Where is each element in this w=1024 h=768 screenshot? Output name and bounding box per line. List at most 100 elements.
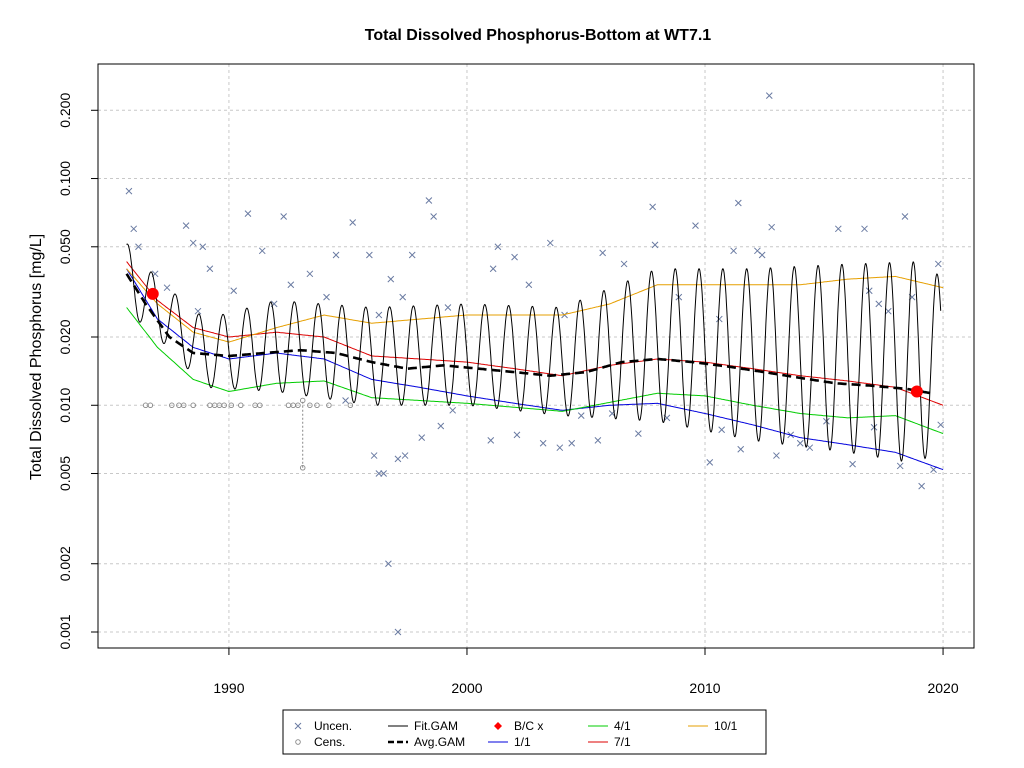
uncensored-point xyxy=(896,462,904,470)
uncensored-point xyxy=(487,437,495,444)
uncensored-point xyxy=(577,412,585,419)
series-line-7-1 xyxy=(126,261,944,406)
uncensored-point xyxy=(561,311,568,319)
uncensored-point xyxy=(730,247,737,255)
uncensored-point xyxy=(280,213,288,220)
legend-symbol-b-c-x xyxy=(494,722,502,730)
legend-label: 7/1 xyxy=(614,735,631,749)
legend-label: 4/1 xyxy=(614,719,631,733)
uncensored-point xyxy=(342,397,349,404)
uncensored-point xyxy=(418,434,426,441)
censored-point xyxy=(169,402,175,409)
uncensored-point xyxy=(539,439,547,447)
uncensored-point xyxy=(366,251,373,259)
axis-ticks: 1990 2000 2010 2020 0.001 0.002 0.005 0.010 0.02… xyxy=(57,93,959,696)
uncensored-point xyxy=(206,265,214,273)
uncensored-point xyxy=(865,287,873,295)
censored-point xyxy=(257,402,263,409)
uncensored-point xyxy=(773,452,780,459)
uncensored-point xyxy=(408,251,416,259)
x-tick-label: 2010 xyxy=(689,680,720,696)
uncensored-point xyxy=(715,315,723,323)
uncensored-point xyxy=(546,239,554,247)
legend-label: Avg.GAM xyxy=(414,735,465,749)
uncensored-point xyxy=(332,251,340,259)
uncensored-point xyxy=(125,187,133,195)
y-tick-label: 0.100 xyxy=(57,161,73,196)
gam-lines xyxy=(125,243,944,471)
avg-gam-line xyxy=(125,273,932,395)
censored-point xyxy=(347,402,354,409)
censored-point xyxy=(221,402,227,409)
censored-point xyxy=(147,402,154,409)
series-line-4-1 xyxy=(126,307,944,435)
uncensored-point xyxy=(394,628,402,636)
uncensored-point xyxy=(130,225,138,233)
legend-label: 1/1 xyxy=(514,735,531,749)
y-tick-label: 0.005 xyxy=(57,456,73,491)
x-tick-label: 2020 xyxy=(927,680,958,696)
y-tick-label: 0.020 xyxy=(57,319,73,354)
uncensored-point xyxy=(189,239,197,247)
uncensored-point xyxy=(849,460,856,468)
uncensored-point xyxy=(323,293,330,301)
uncensored-point xyxy=(823,417,830,425)
uncensored-point xyxy=(737,445,745,453)
legend: Uncen. Cens. Fit.GAM Avg.GAM B/C x 1/1 4/1 7/1 1… xyxy=(282,709,767,755)
censored-point xyxy=(299,397,306,404)
uncensored-point xyxy=(489,265,497,273)
censored-point xyxy=(307,402,313,409)
uncensored-point xyxy=(401,452,409,459)
uncensored-point xyxy=(556,444,564,452)
uncensored-point xyxy=(599,249,607,257)
uncensored-point xyxy=(734,199,742,207)
uncensored-point xyxy=(758,251,766,259)
uncensored-point xyxy=(163,284,171,292)
legend-label: Fit.GAM xyxy=(414,719,458,733)
uncensored-point xyxy=(394,455,402,463)
uncensored-point xyxy=(306,270,314,278)
censored-point xyxy=(180,402,187,409)
y-tick-label: 0.002 xyxy=(57,546,73,581)
uncensored-point xyxy=(635,430,642,437)
uncensored-point xyxy=(525,281,533,289)
bc-point xyxy=(146,287,159,300)
uncensored-point xyxy=(199,243,207,251)
uncensored-point xyxy=(399,293,407,301)
y-axis-label: Total Dissolved Phosphorus [mg/L] xyxy=(28,234,45,480)
uncensored-point xyxy=(380,470,388,477)
legend-label: B/C x xyxy=(514,719,543,733)
legend-symbol-cens xyxy=(295,739,301,745)
uncensored-point xyxy=(692,222,699,229)
uncensored-point xyxy=(375,470,383,477)
y-tick-label: 0.050 xyxy=(57,229,73,264)
uncensored-point xyxy=(425,197,433,204)
uncensored-point xyxy=(135,243,142,251)
uncensored-point xyxy=(765,92,773,100)
uncensored-point xyxy=(594,437,602,444)
uncensored-point xyxy=(387,275,395,283)
censored-point xyxy=(314,402,320,409)
uncensored-point xyxy=(620,260,628,268)
uncensored-point xyxy=(718,426,726,434)
uncensored-point xyxy=(834,225,842,233)
legend-label: 10/1 xyxy=(714,719,738,733)
uncensored-point xyxy=(370,452,378,459)
uncensored-point xyxy=(230,287,238,295)
fit-gam-line xyxy=(126,243,942,462)
uncensored-point xyxy=(768,223,776,231)
uncensored-point xyxy=(918,482,925,490)
y-tick-label: 0.010 xyxy=(57,388,73,423)
uncensored-point xyxy=(244,210,252,218)
uncensored-point xyxy=(861,225,868,233)
uncensored-point xyxy=(444,304,452,311)
uncensored-point xyxy=(651,241,659,249)
uncensored-point xyxy=(934,260,942,268)
uncensored-point xyxy=(287,281,295,289)
uncensored-point xyxy=(870,423,878,431)
uncensored-point xyxy=(901,213,909,220)
uncensored-point xyxy=(494,243,502,251)
legend-box xyxy=(282,709,767,755)
legend-symbol-uncen xyxy=(294,722,302,730)
